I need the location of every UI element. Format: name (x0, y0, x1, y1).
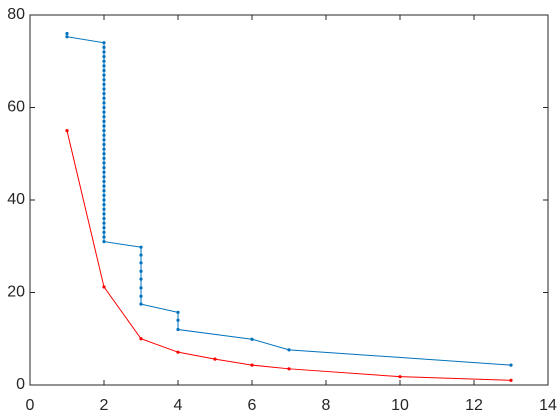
point-marker (102, 175, 106, 179)
point-marker (102, 189, 106, 193)
point-marker (102, 156, 106, 160)
point-marker (102, 96, 106, 100)
point-marker (102, 152, 106, 156)
point-marker (102, 170, 106, 174)
point-marker (102, 41, 106, 45)
point-marker (102, 64, 106, 68)
y-tick-label: 20 (7, 284, 25, 301)
point-marker (102, 59, 106, 63)
axes-box (29, 14, 549, 386)
point-marker (102, 55, 106, 59)
point-marker (213, 357, 217, 361)
point-marker (102, 212, 106, 216)
point-marker (176, 350, 180, 354)
point-marker (65, 35, 69, 39)
series-line (66, 130, 512, 381)
point-marker (139, 294, 143, 298)
point-marker (102, 78, 106, 82)
point-marker (65, 31, 69, 36)
y-tick-label: 60 (7, 99, 25, 116)
point-marker (102, 285, 106, 289)
point-marker (139, 253, 143, 257)
point-marker (139, 269, 143, 273)
point-marker (102, 101, 106, 105)
point-marker (102, 240, 106, 244)
x-tick-label: 2 (100, 397, 109, 414)
point-marker (102, 142, 106, 147)
point-marker (102, 129, 106, 133)
point-marker (250, 363, 254, 367)
point-marker (139, 277, 143, 281)
point-marker (139, 286, 143, 290)
y-tick-label: 40 (7, 191, 25, 208)
series-line (66, 33, 512, 366)
point-marker (102, 226, 106, 230)
point-marker (102, 179, 106, 184)
point-marker (102, 138, 106, 142)
point-marker (102, 193, 106, 197)
point-marker (102, 124, 106, 128)
point-marker (176, 318, 180, 322)
point-marker (102, 221, 106, 225)
x-tick-label: 4 (174, 397, 183, 414)
point-marker (287, 367, 291, 371)
point-marker (139, 261, 143, 265)
point-marker (102, 147, 106, 151)
y-tick-label: 0 (16, 376, 25, 393)
point-marker (102, 216, 106, 221)
point-marker (102, 161, 106, 165)
point-marker (509, 378, 513, 382)
point-marker (102, 119, 106, 123)
x-tick-label: 14 (539, 397, 557, 414)
point-marker (176, 327, 180, 332)
point-marker (139, 302, 143, 306)
point-marker (102, 73, 106, 77)
point-marker (102, 133, 106, 137)
point-marker (139, 245, 143, 249)
point-marker (398, 375, 402, 379)
point-marker (102, 235, 106, 239)
point-marker (102, 50, 106, 54)
point-marker (287, 348, 291, 352)
point-marker (102, 198, 106, 202)
point-marker (65, 129, 69, 133)
x-tick-label: 10 (391, 397, 409, 414)
point-marker (250, 337, 254, 341)
point-marker (102, 105, 106, 110)
point-marker (102, 207, 106, 211)
y-tick-label: 80 (7, 6, 25, 23)
point-marker (102, 92, 106, 96)
x-tick-label: 8 (322, 397, 331, 414)
x-tick-label: 0 (26, 397, 35, 414)
point-marker (102, 45, 106, 49)
point-marker (102, 203, 106, 207)
point-marker (102, 230, 106, 234)
point-marker (102, 87, 106, 91)
point-marker (102, 166, 106, 170)
point-marker (102, 82, 106, 86)
x-tick-label: 12 (465, 397, 483, 414)
point-marker (509, 363, 513, 367)
x-tick-label: 6 (248, 397, 257, 414)
point-marker (102, 110, 106, 114)
point-marker (102, 184, 106, 188)
point-marker (102, 68, 106, 73)
point-marker (139, 337, 143, 341)
point-marker (176, 310, 180, 314)
point-marker (102, 115, 106, 119)
